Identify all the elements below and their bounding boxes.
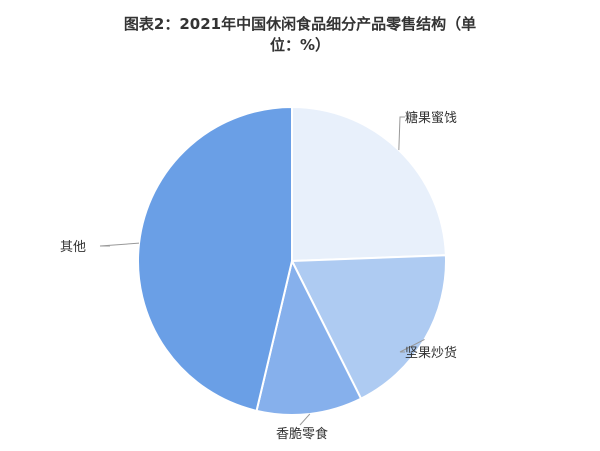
slice-label-1: 糖果蜜饯 (405, 110, 457, 126)
slice-label-3: 香脆零食 (276, 426, 328, 442)
title-line-1: 图表2：2021年中国休闲食品细分产品零售结构（单 (123, 15, 477, 33)
slice-label-4: 其他 (60, 240, 86, 255)
pie-slice-1 (291, 105, 447, 263)
pie-slice-3 (255, 258, 363, 416)
leader-line-4 (99, 242, 140, 247)
pie-slice-2 (290, 254, 447, 400)
pie-slice-4 (137, 105, 293, 413)
leader-line-1 (398, 116, 405, 151)
leader-line-3 (299, 413, 311, 426)
chart-title: 图表2：2021年中国休闲食品细分产品零售结构（单 位：%） (60, 14, 540, 56)
leader-line-2 (399, 338, 425, 353)
slice-label-2: 坚果炒货 (405, 345, 457, 361)
title-line-2: 位：%） (269, 36, 331, 54)
